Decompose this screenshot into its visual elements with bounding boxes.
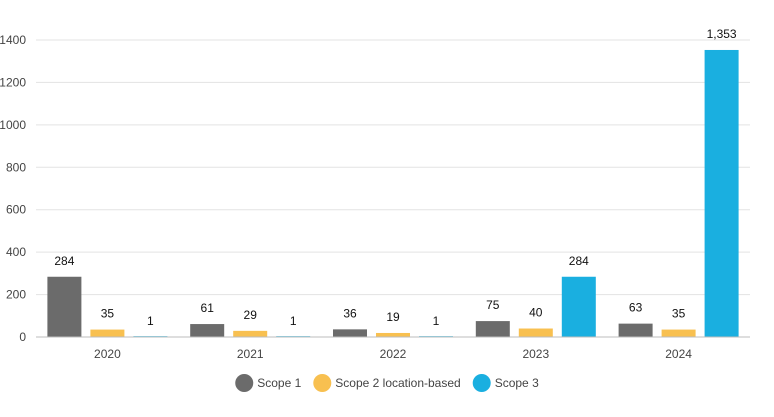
bar[interactable]	[704, 49, 739, 338]
y-tick-label: 1200	[0, 75, 26, 89]
bar[interactable]	[475, 321, 510, 337]
y-axis: 0 200 400 600 800 1000 1200 1400	[0, 33, 26, 344]
y-tick-label: 1400	[0, 33, 26, 47]
data-label: 19	[386, 310, 400, 324]
data-label: 1	[147, 314, 154, 328]
y-tick-label: 800	[6, 160, 26, 174]
y-tick-label: 600	[6, 203, 26, 217]
y-tick-label: 0	[19, 330, 26, 344]
legend-label[interactable]: Scope 3	[495, 376, 539, 390]
x-tick-label: 2023	[522, 347, 549, 361]
legend-swatch[interactable]	[313, 374, 332, 392]
data-label: 75	[486, 298, 500, 312]
bar[interactable]	[618, 323, 653, 337]
legend: Scope 1 Scope 2 location-based Scope 3	[235, 374, 539, 392]
data-label: 63	[629, 301, 643, 315]
data-label: 29	[244, 308, 258, 322]
x-tick-label: 2024	[665, 347, 692, 361]
data-labels: 284 35 1 61 29 1 36 19 1 75 40 284 63 35 1,353	[54, 27, 737, 328]
y-tick-label: 400	[6, 245, 26, 259]
bar[interactable]	[90, 329, 125, 337]
data-label: 35	[672, 307, 686, 321]
legend-swatch[interactable]	[235, 374, 254, 392]
x-tick-label: 2020	[94, 347, 121, 361]
bar[interactable]	[233, 330, 268, 337]
bar[interactable]	[376, 332, 410, 337]
bar[interactable]	[190, 324, 225, 337]
bar[interactable]	[518, 328, 553, 337]
data-label: 1,353	[707, 27, 737, 41]
data-label: 61	[201, 301, 215, 315]
data-label: 284	[54, 254, 74, 268]
bar[interactable]	[661, 329, 696, 337]
x-tick-label: 2021	[237, 347, 264, 361]
x-axis: 2020 2021 2022 2023 2024	[36, 336, 750, 361]
legend-label[interactable]: Scope 1	[257, 376, 301, 390]
data-label: 284	[569, 254, 589, 268]
data-label: 1	[290, 314, 297, 328]
data-label: 1	[433, 314, 440, 328]
bars	[47, 49, 739, 338]
bar[interactable]	[561, 276, 596, 337]
data-label: 35	[101, 307, 115, 321]
bar[interactable]	[333, 329, 367, 337]
legend-swatch[interactable]	[472, 374, 491, 392]
gridlines	[36, 39, 750, 296]
bar[interactable]	[47, 276, 82, 337]
x-tick-label: 2022	[380, 347, 407, 361]
data-label: 36	[343, 306, 357, 320]
y-tick-label: 1000	[0, 118, 26, 132]
y-tick-label: 200	[6, 288, 26, 302]
legend-label[interactable]: Scope 2 location-based	[335, 376, 460, 390]
data-label: 40	[529, 306, 543, 320]
